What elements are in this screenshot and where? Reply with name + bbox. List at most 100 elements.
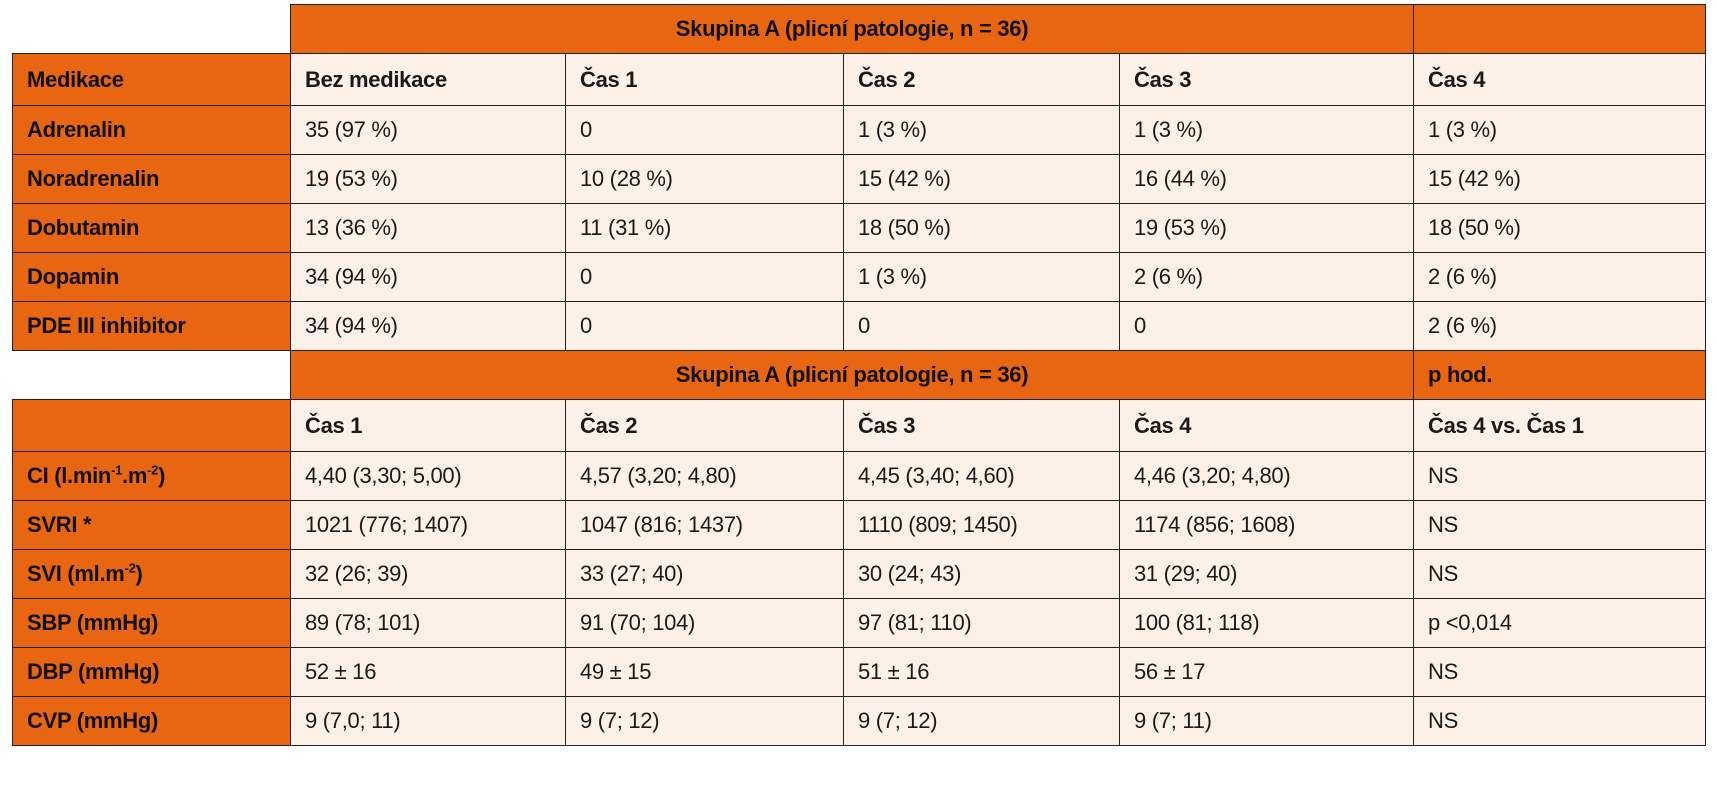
table-cell: 1110 (809; 1450)	[843, 500, 1120, 550]
table-cell: 4,57 (3,20; 4,80)	[565, 451, 844, 501]
table-cell: 51 ± 16	[843, 647, 1120, 697]
table-cell: 0	[565, 105, 844, 155]
table-cell: 2 (6 %)	[1118, 252, 1415, 302]
column-header: Čas 2	[565, 399, 844, 452]
column-header: Čas 1	[290, 399, 566, 452]
table-cell: 13 (36 %)	[290, 203, 566, 253]
table-cell: NS	[1413, 647, 1707, 697]
table-cell: 9 (7; 12)	[843, 696, 1120, 746]
table-cell: NS	[1413, 549, 1707, 599]
table-cell: 2 (6 %)	[1413, 252, 1707, 302]
table-cell: 19 (53 %)	[1118, 203, 1415, 253]
table-cell: 15 (42 %)	[1413, 154, 1707, 204]
table-cell: 18 (50 %)	[1413, 203, 1707, 253]
table-cell: 32 (26; 39)	[290, 549, 566, 599]
group-header: Skupina A (plicní patologie, n = 36)	[289, 350, 1415, 400]
row-label: Dobutamin	[12, 203, 291, 253]
row-label: SBP (mmHg)	[12, 598, 291, 648]
table-row: SBP (mmHg) 89 (78; 101) 91 (70; 104) 97 …	[12, 598, 1707, 648]
p-value-header: p hod.	[1413, 350, 1707, 400]
table-row: Noradrenalin 19 (53 %) 10 (28 %) 15 (42 …	[12, 154, 1707, 204]
table1-column-header-row: Medikace Bez medikace Čas 1 Čas 2 Čas 3 …	[12, 53, 1707, 106]
table-cell: 34 (94 %)	[290, 301, 566, 351]
row-label: DBP (mmHg)	[12, 647, 291, 697]
group-header: Skupina A (plicní patologie, n = 36)	[289, 4, 1415, 54]
table-cell: 49 ± 15	[565, 647, 844, 697]
table-row: PDE III inhibitor 34 (94 %) 0 0 0 2 (6 %…	[12, 301, 1707, 351]
table-row: CVP (mmHg) 9 (7,0; 11) 9 (7; 12) 9 (7; 1…	[12, 696, 1707, 746]
table-cell: 97 (81; 110)	[843, 598, 1120, 648]
column-header	[12, 399, 291, 452]
table-cell: 16 (44 %)	[1118, 154, 1415, 204]
table2-group-header-row: Skupina A (plicní patologie, n = 36) p h…	[12, 350, 1707, 400]
table-cell: 9 (7; 12)	[565, 696, 844, 746]
table-cell: NS	[1413, 451, 1707, 501]
row-label: SVRI *	[12, 500, 291, 550]
table-row: CI (l.min-1.m-2) 4,40 (3,30; 5,00) 4,57 …	[12, 451, 1707, 501]
table2-column-header-row: Čas 1 Čas 2 Čas 3 Čas 4 Čas 4 vs. Čas 1	[12, 399, 1707, 452]
table-row: SVRI * 1021 (776; 1407) 1047 (816; 1437)…	[12, 500, 1707, 550]
table-cell: 4,45 (3,40; 4,60)	[843, 451, 1120, 501]
table-cell: 1 (3 %)	[843, 252, 1120, 302]
table-cell: 0	[565, 252, 844, 302]
table-cell: 9 (7; 11)	[1118, 696, 1415, 746]
blank-corner	[12, 350, 291, 400]
column-header: Čas 2	[843, 53, 1120, 106]
table-cell: 18 (50 %)	[843, 203, 1120, 253]
table-cell: 33 (27; 40)	[565, 549, 844, 599]
table-cell: 35 (97 %)	[290, 105, 566, 155]
row-label: SVI (ml.m-2)	[12, 549, 291, 599]
table-cell: 0	[843, 301, 1120, 351]
table-cell: 9 (7,0; 11)	[290, 696, 566, 746]
table-row: Dobutamin 13 (36 %) 11 (31 %) 18 (50 %) …	[12, 203, 1707, 253]
table-row: Dopamin 34 (94 %) 0 1 (3 %) 2 (6 %) 2 (6…	[12, 252, 1707, 302]
column-header: Čas 4 vs. Čas 1	[1413, 399, 1707, 452]
data-table: Skupina A (plicní patologie, n = 36) Med…	[12, 4, 1707, 746]
table-cell: 0	[565, 301, 844, 351]
column-header: Bez medikace	[290, 53, 566, 106]
row-label: Adrenalin	[12, 105, 291, 155]
table-cell: 11 (31 %)	[565, 203, 844, 253]
column-header: Čas 3	[1118, 53, 1415, 106]
table-cell: 4,40 (3,30; 5,00)	[290, 451, 566, 501]
table-cell: NS	[1413, 500, 1707, 550]
table-cell: 52 ± 16	[290, 647, 566, 697]
row-label: CVP (mmHg)	[12, 696, 291, 746]
table-cell: 91 (70; 104)	[565, 598, 844, 648]
table-cell: 19 (53 %)	[290, 154, 566, 204]
row-label: Noradrenalin	[12, 154, 291, 204]
table-cell: 1021 (776; 1407)	[290, 500, 566, 550]
table-row: SVI (ml.m-2) 32 (26; 39) 33 (27; 40) 30 …	[12, 549, 1707, 599]
blank-corner	[12, 4, 291, 54]
table-cell: 30 (24; 43)	[843, 549, 1120, 599]
row-label: CI (l.min-1.m-2)	[12, 451, 291, 501]
table-cell: 100 (81; 118)	[1118, 598, 1415, 648]
table-cell: 0	[1118, 301, 1415, 351]
row-label: Dopamin	[12, 252, 291, 302]
table-cell: 1 (3 %)	[843, 105, 1120, 155]
table-cell: 31 (29; 40)	[1118, 549, 1415, 599]
group-header-extra	[1413, 4, 1707, 54]
column-header: Čas 4	[1413, 53, 1707, 106]
table-cell: 10 (28 %)	[565, 154, 844, 204]
table-cell: 15 (42 %)	[843, 154, 1120, 204]
table-cell: NS	[1413, 696, 1707, 746]
table-cell: 56 ± 17	[1118, 647, 1415, 697]
column-header: Čas 3	[843, 399, 1120, 452]
table-cell: 34 (94 %)	[290, 252, 566, 302]
row-label: PDE III inhibitor	[12, 301, 291, 351]
table-cell: 1 (3 %)	[1413, 105, 1707, 155]
table-cell: p <0,014	[1413, 598, 1707, 648]
table1-group-header-row: Skupina A (plicní patologie, n = 36)	[12, 4, 1707, 54]
table-cell: 1047 (816; 1437)	[565, 500, 844, 550]
table-cell: 4,46 (3,20; 4,80)	[1118, 451, 1415, 501]
column-header: Medikace	[12, 53, 291, 106]
table-cell: 2 (6 %)	[1413, 301, 1707, 351]
table-cell: 89 (78; 101)	[290, 598, 566, 648]
table-cell: 1174 (856; 1608)	[1118, 500, 1415, 550]
column-header: Čas 1	[565, 53, 844, 106]
table-cell: 1 (3 %)	[1118, 105, 1415, 155]
table-row: Adrenalin 35 (97 %) 0 1 (3 %) 1 (3 %) 1 …	[12, 105, 1707, 155]
column-header: Čas 4	[1118, 399, 1415, 452]
table-row: DBP (mmHg) 52 ± 16 49 ± 15 51 ± 16 56 ± …	[12, 647, 1707, 697]
